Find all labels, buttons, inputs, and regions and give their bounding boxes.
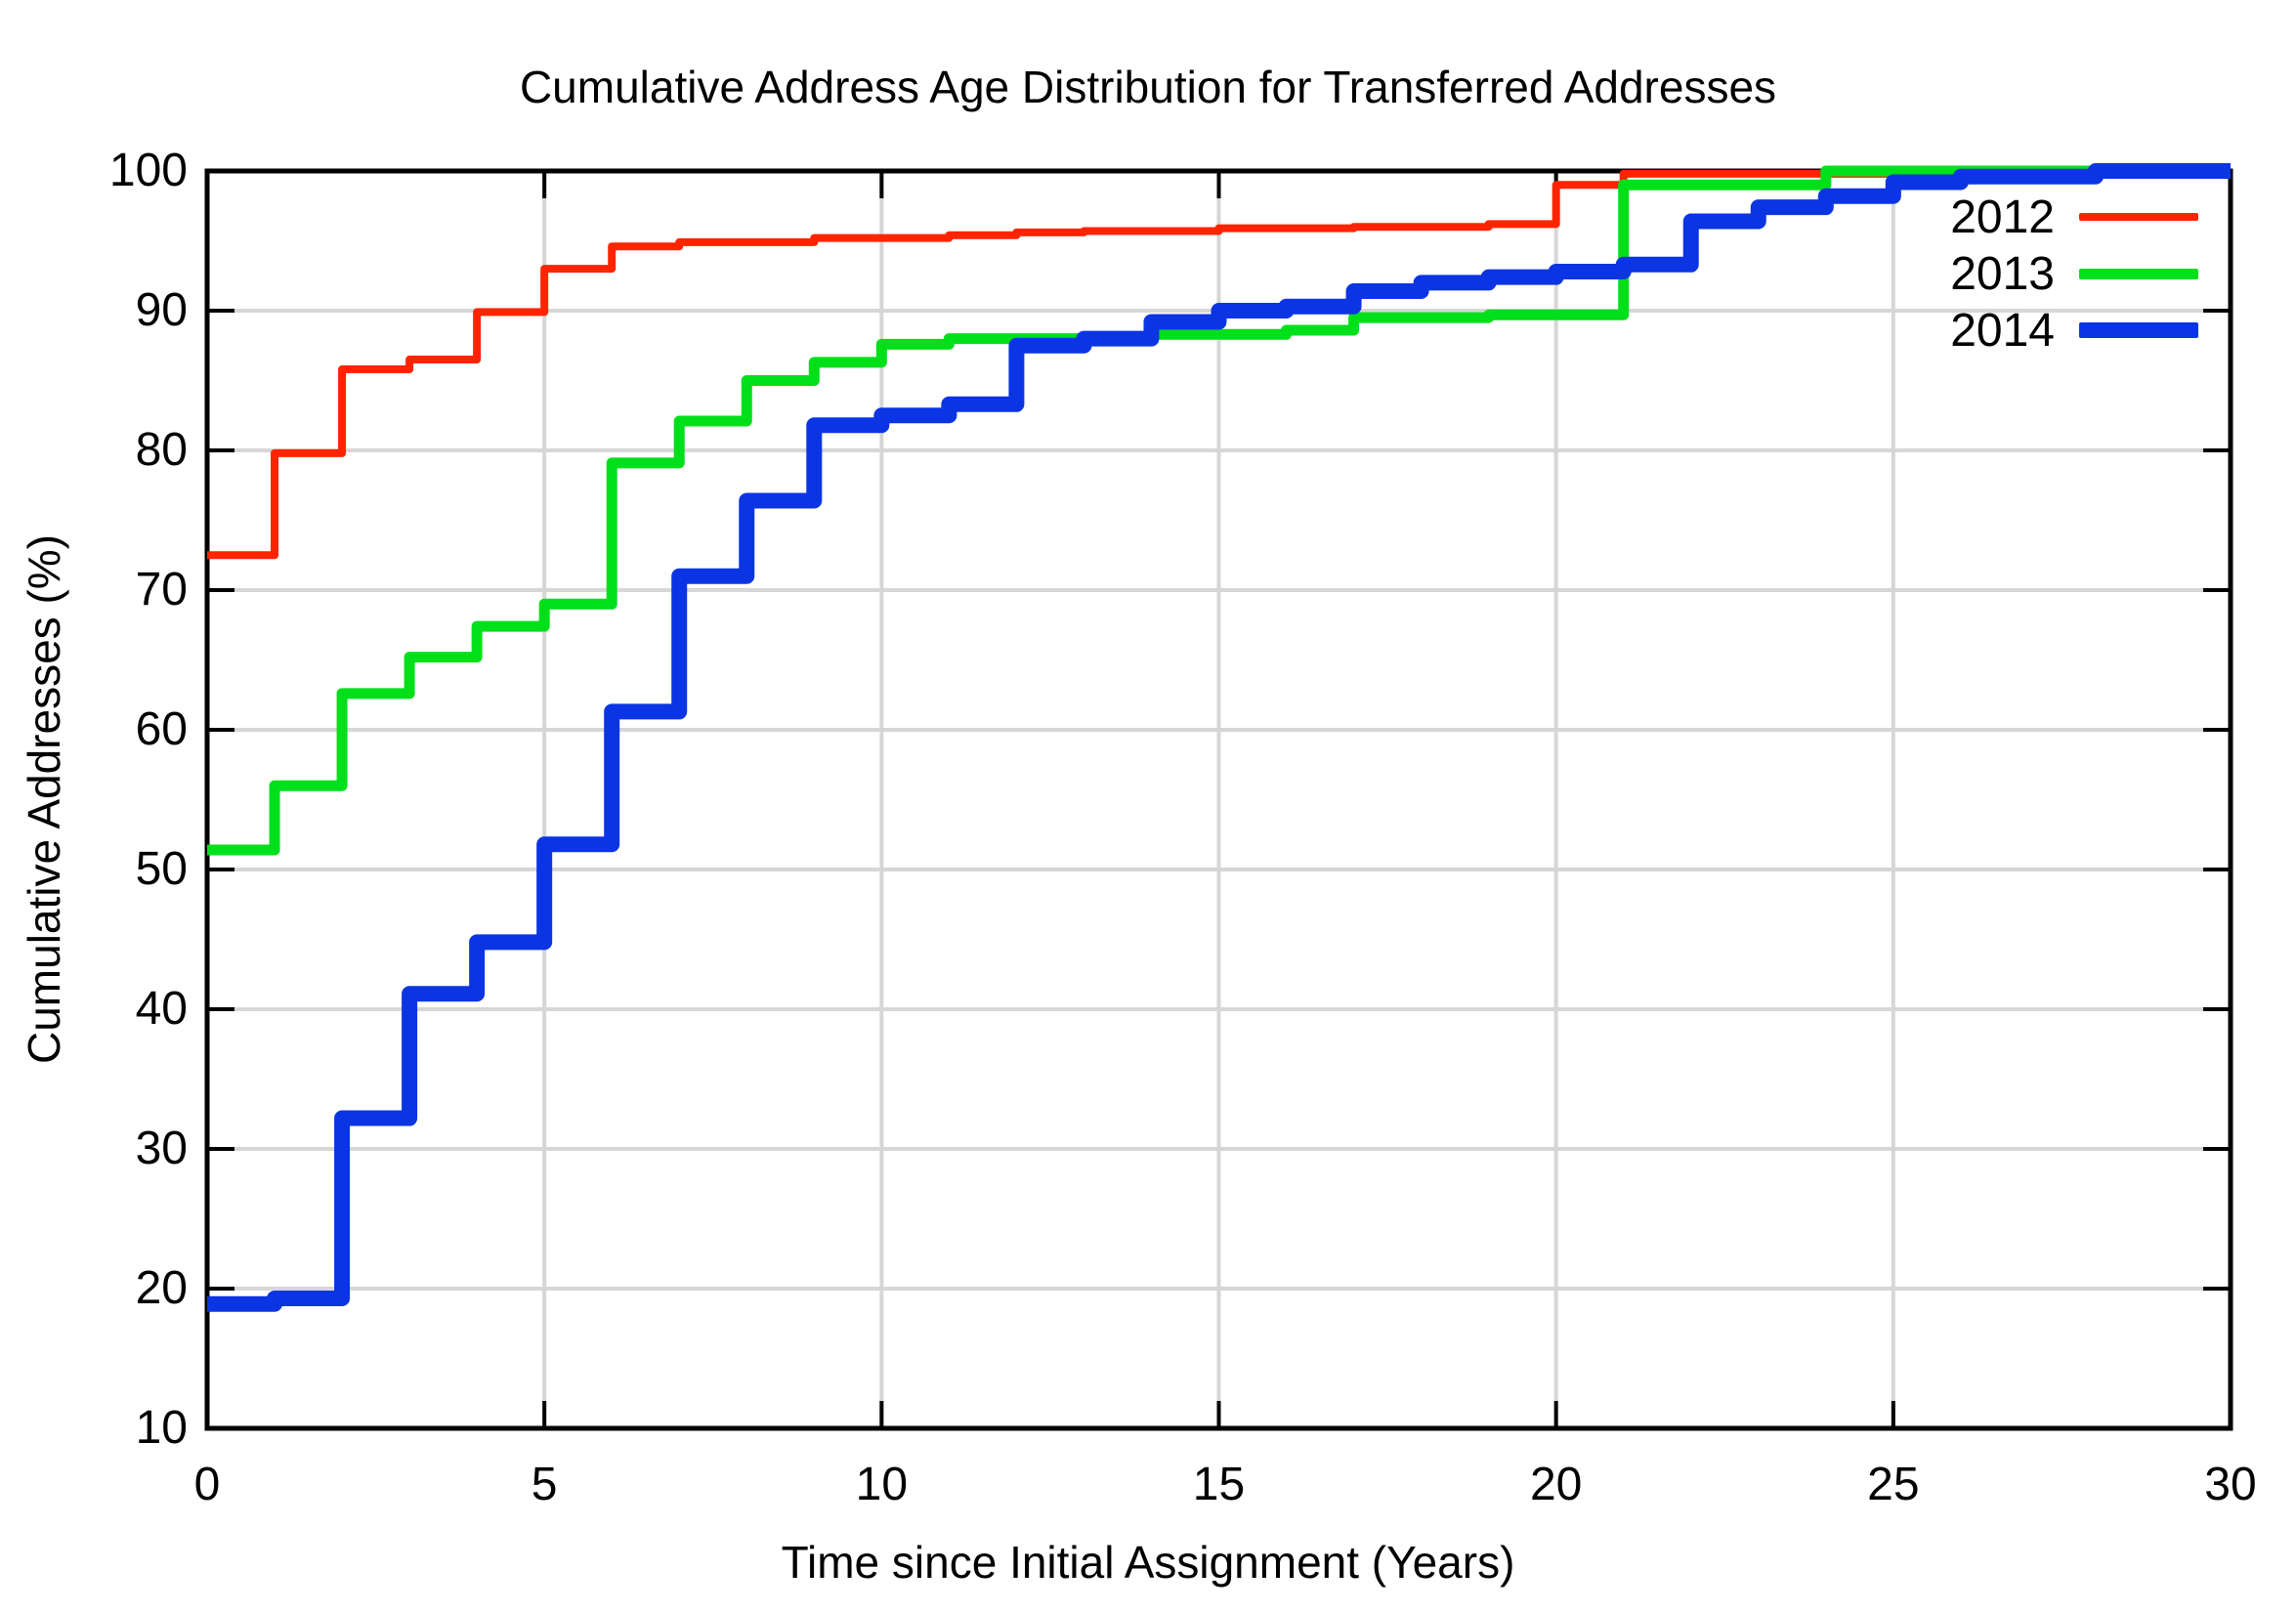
legend-item-2012: 2012 (1942, 191, 2198, 243)
legend-label: 2014 (1950, 304, 2055, 357)
x-tick-label: 25 (1867, 1459, 1920, 1510)
x-tick-label: 20 (1529, 1459, 1583, 1510)
x-tick-label: 10 (855, 1459, 909, 1510)
series-2012 (207, 167, 2231, 560)
x-axis-label: Time since Initial Assignment (Years) (781, 1537, 1515, 1588)
legend-line-sample (2079, 213, 2198, 221)
series-2014 (207, 163, 2231, 1312)
y-tick-label: 10 (135, 1402, 188, 1454)
legend-line-sample (2079, 268, 2198, 279)
legend-item-2014: 2014 (1942, 304, 2198, 357)
legend-label: 2013 (1950, 247, 2055, 300)
y-tick-label: 70 (135, 564, 188, 615)
x-tick-label: 15 (1192, 1459, 1246, 1510)
legend-item-2013: 2013 (1942, 247, 2198, 300)
y-tick-label: 90 (135, 284, 188, 336)
x-tick-label: 30 (2204, 1459, 2257, 1510)
y-tick-label: 100 (108, 145, 188, 196)
legend-label: 2012 (1950, 191, 2055, 243)
x-tick-label: 5 (531, 1459, 558, 1510)
y-tick-label: 50 (135, 843, 188, 895)
y-tick-label: 80 (135, 424, 188, 476)
legend-line-sample (2079, 322, 2198, 338)
chart-title: Cumulative Address Age Distribution for … (519, 62, 1777, 112)
y-tick-label: 20 (135, 1262, 188, 1314)
x-tick-label: 0 (193, 1459, 221, 1510)
y-tick-label: 30 (135, 1123, 188, 1174)
y-tick-label: 60 (135, 703, 188, 755)
plot-border (204, 168, 2233, 1431)
y-tick-label: 40 (135, 983, 188, 1035)
